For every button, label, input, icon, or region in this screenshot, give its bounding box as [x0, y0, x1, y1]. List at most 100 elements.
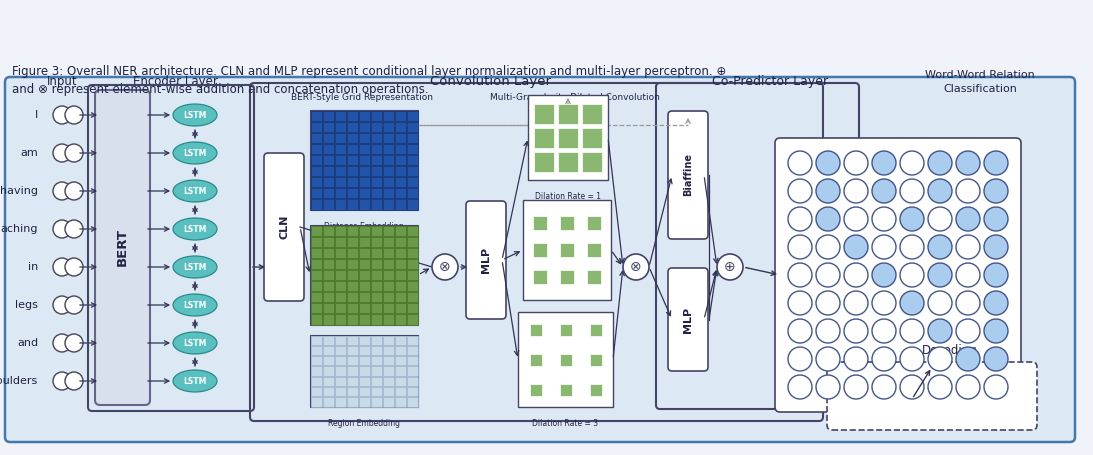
Bar	[383, 111, 393, 121]
Bar	[395, 281, 406, 291]
Bar	[346, 387, 357, 396]
Text: and: and	[16, 338, 38, 348]
Bar	[407, 346, 418, 355]
Bar	[589, 354, 601, 365]
Bar	[346, 377, 357, 386]
Bar	[310, 335, 321, 345]
Bar	[310, 237, 321, 247]
Circle shape	[64, 144, 83, 162]
Bar	[334, 346, 345, 355]
Bar	[407, 292, 418, 302]
Circle shape	[900, 235, 924, 259]
Ellipse shape	[173, 256, 218, 278]
Bar	[371, 377, 381, 386]
Bar	[310, 166, 321, 176]
Circle shape	[956, 179, 980, 203]
Bar	[334, 387, 345, 396]
Bar	[395, 111, 406, 121]
Bar	[407, 111, 418, 121]
Bar	[346, 335, 357, 345]
Circle shape	[956, 291, 980, 315]
Bar	[322, 166, 333, 176]
Bar	[334, 281, 345, 291]
Bar	[371, 259, 381, 269]
Text: aching in shoulders: aching in shoulders	[878, 400, 986, 410]
Bar	[322, 133, 333, 143]
Circle shape	[956, 375, 980, 399]
Text: ⊕: ⊕	[725, 260, 736, 274]
Bar	[359, 377, 369, 386]
Bar	[310, 144, 321, 154]
Bar	[334, 144, 345, 154]
Bar	[529, 354, 541, 365]
Bar	[407, 226, 418, 236]
Bar	[395, 199, 406, 209]
FancyBboxPatch shape	[668, 268, 708, 371]
Bar	[334, 166, 345, 176]
Text: Multi-Granularity Dilated Convolution: Multi-Granularity Dilated Convolution	[490, 92, 660, 101]
Bar	[383, 303, 393, 313]
Text: I: I	[35, 110, 38, 120]
Bar	[334, 292, 345, 302]
Bar	[534, 103, 554, 123]
Circle shape	[64, 182, 83, 200]
Bar	[310, 366, 321, 376]
Bar	[310, 281, 321, 291]
Bar	[371, 237, 381, 247]
Circle shape	[717, 254, 743, 280]
Bar	[518, 312, 613, 407]
Bar	[334, 226, 345, 236]
Bar	[322, 111, 333, 121]
Bar	[334, 177, 345, 187]
Bar	[407, 270, 418, 280]
Bar	[587, 270, 601, 284]
Bar	[334, 133, 345, 143]
Circle shape	[64, 106, 83, 124]
Bar	[310, 292, 321, 302]
Text: LSTM: LSTM	[184, 111, 207, 120]
Bar	[407, 366, 418, 376]
Circle shape	[788, 263, 812, 287]
Bar	[334, 356, 345, 365]
Text: legs: legs	[15, 300, 38, 310]
Circle shape	[64, 296, 83, 314]
Circle shape	[816, 179, 841, 203]
Bar	[310, 199, 321, 209]
Text: LSTM: LSTM	[184, 339, 207, 348]
Bar	[559, 103, 578, 123]
Circle shape	[928, 207, 952, 231]
Bar	[395, 133, 406, 143]
Text: aching: aching	[0, 224, 38, 234]
Circle shape	[52, 144, 71, 162]
Bar	[407, 248, 418, 258]
Bar	[371, 166, 381, 176]
Bar	[589, 324, 601, 335]
Circle shape	[984, 291, 1008, 315]
Circle shape	[844, 207, 868, 231]
Bar	[322, 314, 333, 324]
Bar	[383, 188, 393, 198]
Circle shape	[816, 291, 841, 315]
Bar	[407, 237, 418, 247]
Bar	[322, 335, 333, 345]
Bar	[322, 387, 333, 396]
Ellipse shape	[173, 180, 218, 202]
Bar	[346, 397, 357, 406]
Bar	[334, 397, 345, 406]
Text: ⊗: ⊗	[631, 260, 642, 274]
Bar	[587, 216, 601, 230]
Circle shape	[844, 263, 868, 287]
Circle shape	[816, 375, 841, 399]
Bar	[310, 303, 321, 313]
Bar	[407, 281, 418, 291]
Bar	[407, 155, 418, 165]
Bar	[528, 95, 608, 180]
Text: am: am	[21, 148, 38, 158]
Text: LSTM: LSTM	[184, 300, 207, 309]
Bar	[383, 335, 393, 345]
Circle shape	[816, 207, 841, 231]
Ellipse shape	[173, 104, 218, 126]
Text: shoulders: shoulders	[0, 376, 38, 386]
Bar	[322, 144, 333, 154]
Circle shape	[900, 263, 924, 287]
